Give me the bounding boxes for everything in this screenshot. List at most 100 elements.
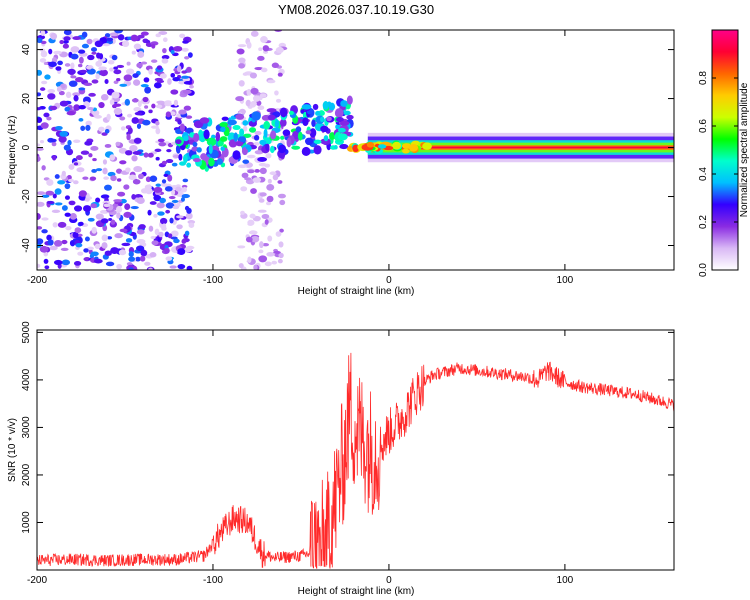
ionospheric-cell	[248, 120, 257, 127]
noise-cell	[115, 141, 121, 147]
noise-cell	[259, 93, 267, 98]
noise-cell	[47, 239, 54, 246]
noise-cell	[254, 66, 264, 71]
noise-cell	[273, 250, 281, 254]
noise-cell	[185, 212, 193, 220]
ionospheric-cell	[337, 133, 348, 141]
noise-cell	[106, 113, 111, 121]
noise-cell	[37, 226, 43, 230]
ionospheric-cell	[215, 131, 221, 142]
noise-cell	[80, 150, 90, 155]
noise-cell	[90, 47, 98, 52]
noise-cell	[101, 234, 108, 242]
noise-cell	[135, 256, 141, 262]
noise-cell	[41, 194, 50, 198]
ionospheric-cell	[282, 129, 291, 137]
noise-cell	[66, 111, 76, 116]
noise-cell	[98, 126, 105, 132]
ionospheric-cell	[175, 139, 182, 145]
noise-cell	[266, 252, 275, 257]
noise-cell	[41, 229, 48, 234]
noise-cell	[148, 267, 153, 270]
noise-cell	[45, 190, 55, 196]
noise-cell	[166, 149, 172, 153]
noise-cell	[88, 153, 93, 158]
ionospheric-cell	[186, 162, 192, 168]
noise-cell	[165, 202, 175, 209]
noise-cell	[171, 199, 179, 204]
noise-cell	[73, 260, 82, 266]
noise-cell	[275, 231, 282, 237]
noise-cell	[126, 133, 131, 141]
ionospheric-cell	[295, 126, 302, 133]
noise-cell	[68, 80, 78, 87]
noise-cell	[133, 107, 142, 112]
noise-cell	[81, 43, 89, 49]
noise-cell	[43, 61, 49, 66]
noise-cell	[68, 163, 75, 170]
noise-cell	[147, 209, 152, 216]
noise-cell	[254, 150, 264, 155]
noise-cell	[76, 167, 85, 173]
noise-cell	[84, 236, 90, 242]
noise-cell	[73, 139, 81, 144]
noise-cell	[170, 89, 179, 95]
noise-cell	[53, 50, 62, 55]
noise-cell	[106, 236, 113, 240]
noise-cell	[159, 197, 166, 204]
noise-cell	[37, 213, 41, 220]
noise-cell	[123, 211, 132, 218]
noise-cell	[120, 126, 126, 131]
noise-cell	[144, 86, 151, 94]
noise-cell	[235, 96, 245, 102]
noise-cell	[58, 90, 65, 96]
noise-cell	[138, 224, 146, 230]
noise-cell	[134, 111, 143, 116]
ionospheric-cell	[196, 147, 202, 153]
x-tick-label: -100	[203, 275, 223, 286]
ionospheric-cell	[340, 120, 350, 126]
noise-cell	[119, 116, 126, 121]
noise-cell	[279, 228, 284, 233]
noise-cell	[37, 92, 42, 97]
ionospheric-cell	[227, 119, 237, 126]
noise-cell	[63, 30, 72, 36]
noise-cell	[133, 79, 141, 86]
snr-frame	[36, 329, 675, 571]
noise-cell	[99, 69, 108, 77]
noise-cell	[39, 58, 47, 63]
x-tick-label: -200	[27, 275, 47, 286]
ionospheric-cell	[248, 127, 257, 133]
noise-cell	[242, 125, 248, 132]
colorbar-tick-label: 0.4	[698, 167, 709, 181]
noise-cell	[127, 127, 133, 134]
noise-cell	[63, 36, 71, 41]
noise-cell	[157, 211, 165, 216]
noise-cell	[258, 249, 264, 254]
noise-cell	[44, 265, 50, 270]
noise-cell	[46, 200, 55, 205]
ionospheric-cell	[200, 153, 208, 161]
noise-cell	[125, 82, 132, 86]
noise-cell	[184, 230, 190, 236]
noise-cell	[173, 99, 179, 107]
noise-cell	[37, 155, 41, 163]
noise-cell	[118, 249, 127, 256]
noise-cell	[249, 72, 258, 79]
noise-cell	[155, 156, 160, 161]
noise-cell	[156, 100, 165, 105]
noise-cell	[181, 194, 190, 199]
noise-cell	[60, 247, 69, 251]
noise-cell	[265, 201, 272, 206]
noise-cell	[47, 89, 56, 94]
noise-cell	[254, 130, 262, 136]
noise-cell	[86, 38, 93, 45]
ionospheric-cell	[221, 116, 229, 121]
noise-cell	[93, 258, 103, 264]
noise-cell	[119, 160, 127, 165]
ionospheric-cell	[216, 158, 223, 165]
noise-cell	[150, 235, 156, 240]
noise-cell	[83, 248, 89, 253]
noise-cell	[262, 45, 270, 52]
